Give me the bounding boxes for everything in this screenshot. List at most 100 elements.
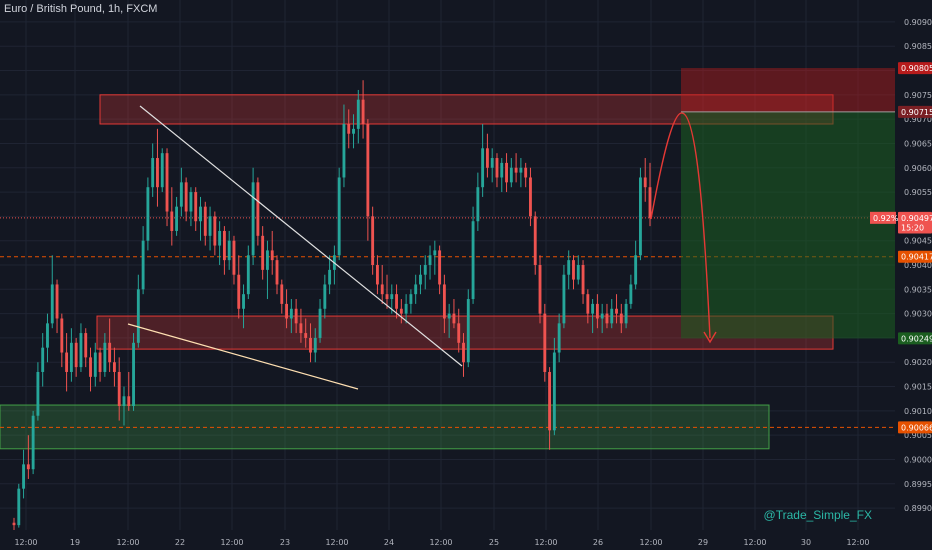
- price-label-box: [898, 421, 932, 434]
- candle-body: [509, 167, 513, 183]
- candle: [385, 274, 389, 309]
- candle-body: [108, 342, 112, 363]
- candle: [280, 279, 284, 314]
- candle: [93, 342, 97, 387]
- projection-arrow-curve: [650, 112, 711, 339]
- candles: [12, 80, 652, 530]
- candle: [371, 206, 375, 275]
- price-label-box: [898, 250, 932, 263]
- candle-body: [50, 284, 54, 324]
- candle: [538, 255, 542, 324]
- candle: [552, 337, 556, 436]
- candle-body: [462, 342, 465, 363]
- candle: [438, 245, 442, 295]
- candle: [41, 333, 45, 387]
- candle: [433, 240, 437, 275]
- candle: [347, 109, 351, 149]
- candle: [270, 230, 274, 275]
- candle-body: [165, 153, 169, 212]
- candle: [639, 167, 642, 261]
- candle-body: [390, 294, 394, 300]
- candle: [643, 158, 647, 202]
- candle: [194, 187, 198, 231]
- candle-body: [98, 352, 102, 372]
- candle-body: [352, 128, 355, 134]
- candle-body: [251, 182, 255, 256]
- time-axis[interactable]: 12:00 19 12:00 22 12:00 23 12:00 24 12:00 25 12:00…: [14, 538, 869, 547]
- candle: [31, 410, 35, 475]
- candle: [285, 289, 289, 329]
- candle: [476, 172, 480, 231]
- time-tick-label: 12:00: [743, 538, 766, 547]
- candle-body: [309, 337, 312, 353]
- candle-body: [500, 162, 504, 178]
- candle-body: [505, 162, 508, 183]
- candle-body: [36, 371, 40, 416]
- time-tick-label: 23: [280, 538, 290, 547]
- candle: [490, 148, 494, 183]
- candle-body: [600, 313, 604, 319]
- candle: [337, 167, 341, 261]
- candle-body: [634, 255, 638, 285]
- candle: [509, 158, 513, 188]
- candle: [227, 230, 231, 270]
- candle-body: [117, 371, 121, 407]
- candle-body: [624, 303, 628, 324]
- candle: [342, 104, 346, 188]
- candle-body: [581, 265, 585, 295]
- candle-body: [12, 522, 16, 526]
- candle: [519, 158, 523, 188]
- stop-loss-area: [681, 68, 895, 112]
- candle: [466, 289, 470, 368]
- candle-body: [289, 308, 293, 319]
- candle-body: [103, 342, 107, 372]
- candle-body: [567, 260, 571, 275]
- candle: [471, 206, 475, 304]
- candle: [423, 255, 427, 290]
- price-label-text: 0.90805: [901, 64, 932, 73]
- candle: [232, 235, 236, 285]
- candle-body: [127, 396, 131, 407]
- candle: [199, 196, 202, 241]
- candle-body: [466, 299, 470, 363]
- candle-body: [442, 284, 446, 319]
- candle-body: [232, 240, 236, 275]
- candle: [543, 303, 547, 382]
- candle-body: [294, 308, 298, 324]
- candle-body: [170, 211, 174, 231]
- candle-body: [222, 230, 226, 261]
- candle: [624, 299, 628, 329]
- price-axis[interactable]: 0.909000.908500.908000.907500.907000.906…: [904, 18, 932, 513]
- candle-body: [543, 313, 547, 372]
- candle: [127, 371, 131, 411]
- candle-body: [576, 265, 580, 280]
- candle-body: [199, 206, 202, 222]
- candle-body: [26, 464, 30, 470]
- candle-body: [371, 216, 375, 265]
- candle: [146, 177, 150, 251]
- candle-body: [533, 216, 537, 265]
- candle-body: [337, 177, 341, 256]
- candle-body: [485, 148, 489, 168]
- candle: [251, 167, 255, 265]
- candle: [591, 299, 595, 334]
- candle: [514, 153, 518, 183]
- candle: [481, 123, 485, 197]
- candle-body: [356, 99, 360, 129]
- candle: [619, 303, 623, 334]
- candle: [84, 328, 88, 368]
- candle-body: [347, 123, 351, 134]
- candle-body: [146, 187, 150, 241]
- projection-arrowhead: [703, 331, 717, 344]
- candle-body: [318, 308, 322, 338]
- price-change-text: 0.92%: [873, 214, 899, 223]
- price-tick-label: 0.89900: [904, 504, 932, 513]
- candle: [485, 133, 489, 178]
- candle-body: [428, 255, 432, 265]
- price-label-text: 0.90417: [901, 253, 932, 262]
- candle: [55, 279, 59, 334]
- time-tick-label: 12:00: [325, 538, 348, 547]
